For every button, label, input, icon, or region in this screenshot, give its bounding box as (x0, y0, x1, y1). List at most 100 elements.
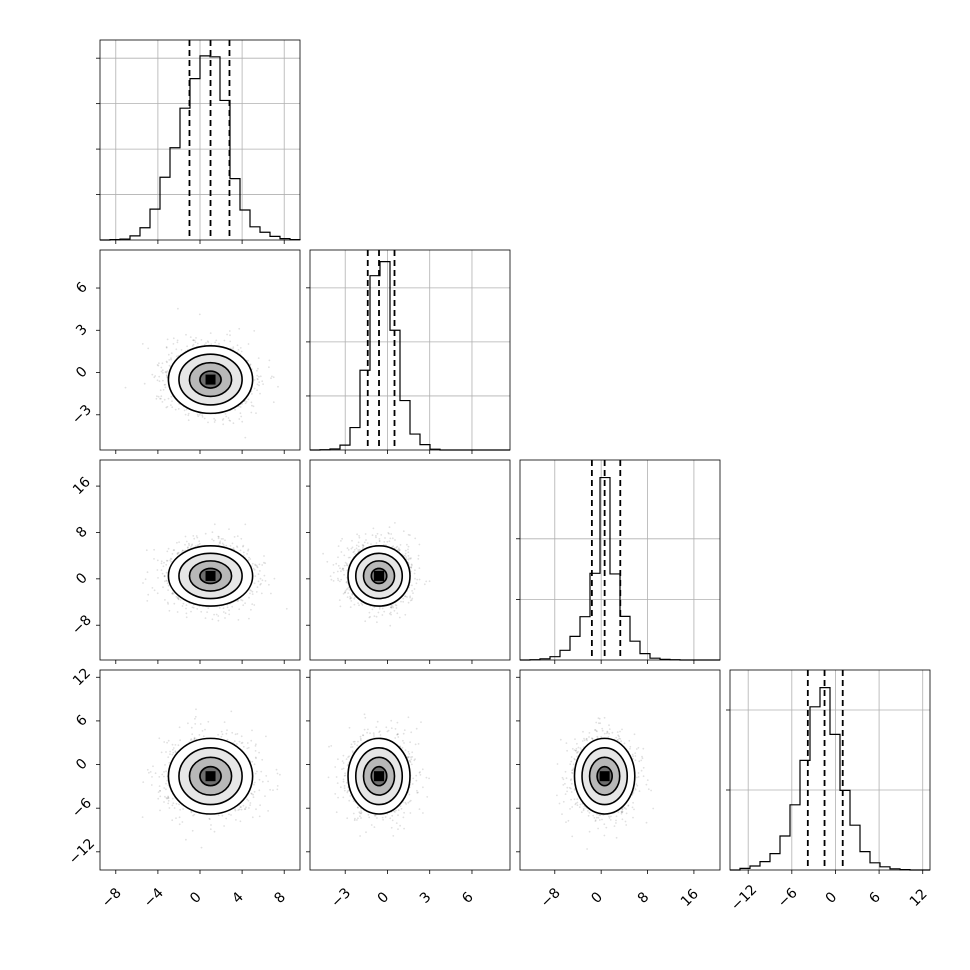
scatter-point (185, 408, 188, 411)
scatter-point (198, 414, 201, 416)
x-tick-label: −4 (141, 885, 167, 911)
scatter-point (396, 545, 399, 548)
scatter-point (157, 791, 160, 793)
scatter-point (597, 827, 599, 830)
scatter-point (370, 543, 372, 545)
scatter-point (373, 814, 376, 817)
scatter-point (415, 779, 418, 782)
scatter-point (616, 739, 619, 741)
scatter-point (256, 566, 259, 569)
scatter-point (565, 742, 568, 744)
scatter-point (402, 816, 405, 819)
scatter-point (253, 568, 256, 571)
scatter-point (407, 601, 410, 604)
scatter-point (605, 826, 608, 829)
scatter-point (623, 742, 626, 745)
scatter-point (642, 747, 645, 750)
scatter-point (190, 544, 193, 547)
scatter-point (267, 780, 269, 783)
scatter-point (633, 733, 636, 736)
scatter-point (248, 556, 251, 559)
scatter-point (228, 613, 231, 616)
scatter-point (610, 815, 612, 818)
scatter-point (564, 782, 566, 785)
scatter-point (625, 812, 628, 815)
scatter-point (592, 738, 594, 740)
scatter-point (636, 784, 639, 787)
scatter-point (349, 556, 351, 559)
scatter-point (373, 606, 376, 609)
scatter-point (124, 386, 127, 389)
scatter-point (228, 330, 231, 332)
scatter-point (209, 818, 211, 820)
scatter-point (179, 808, 182, 811)
scatter-point (159, 397, 161, 400)
scatter-point (357, 602, 359, 604)
scatter-point (253, 763, 256, 766)
scatter-point (328, 745, 330, 748)
scatter-point (175, 802, 178, 805)
scatter-point (166, 405, 169, 408)
scatter-point (260, 770, 263, 773)
scatter-point (397, 733, 399, 735)
scatter-point (566, 749, 568, 752)
scatter-point (608, 815, 610, 818)
scatter-point (390, 606, 392, 609)
scatter-point (411, 756, 414, 758)
scatter-point (400, 807, 403, 810)
scatter-point (345, 581, 348, 584)
scatter-point (204, 532, 207, 535)
scatter-point (254, 772, 257, 775)
scatter-point (239, 412, 242, 415)
scatter-point (153, 548, 156, 551)
y-tick-label: −8 (69, 612, 95, 638)
scatter-point (247, 559, 250, 561)
scatter-point (603, 716, 606, 719)
scatter-point (635, 783, 638, 785)
scatter-point (253, 379, 256, 381)
scatter-point (345, 581, 348, 583)
scatter-point (376, 720, 379, 723)
scatter-point (258, 815, 261, 818)
scatter-point (404, 549, 407, 552)
scatter-point (250, 739, 253, 742)
scatter-point (402, 597, 405, 600)
scatter-point (219, 540, 222, 543)
scatter-point (256, 565, 258, 568)
scatter-point (340, 578, 343, 581)
scatter-point (341, 760, 344, 762)
scatter-point (187, 722, 189, 725)
scatter-point (342, 778, 345, 781)
scatter-point (381, 816, 384, 819)
scatter-point (191, 345, 194, 347)
scatter-point (416, 791, 419, 794)
scatter-point (251, 603, 254, 605)
scatter-point (600, 736, 602, 738)
scatter-point (596, 730, 598, 733)
scatter-point (368, 816, 371, 819)
scatter-point (620, 811, 623, 813)
scatter-point (422, 812, 424, 814)
scatter-point (194, 341, 197, 344)
scatter-point (412, 777, 415, 780)
scatter-point (621, 728, 623, 731)
scatter-point (598, 814, 600, 816)
scatter-point (627, 804, 630, 807)
scatter-point (249, 592, 251, 595)
scatter-point (378, 608, 381, 610)
scatter-point (147, 347, 150, 350)
scatter-point (342, 767, 345, 770)
scatter-point (588, 830, 591, 833)
scatter-point (572, 763, 575, 766)
scatter-point (242, 544, 245, 547)
scatter-point (337, 545, 340, 547)
x-tick-label: −8 (99, 885, 125, 911)
contour-3 (347, 737, 411, 815)
scatter-point (228, 813, 230, 816)
scatter-point (409, 595, 411, 598)
scatter-point (397, 736, 400, 738)
scatter-point (217, 535, 220, 538)
scatter-point (212, 539, 215, 542)
scatter-point (642, 766, 645, 769)
